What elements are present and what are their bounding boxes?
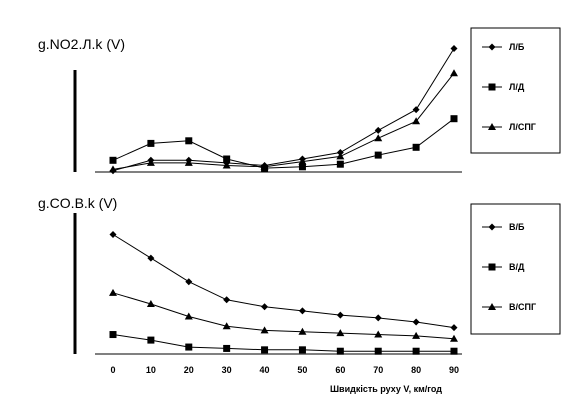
bottom-series-3-point (184, 312, 193, 320)
top-legend-label-1: Л/Б (509, 42, 525, 52)
top-series-line-3 (112, 72, 455, 170)
top-legend-label-3: Л/СПГ (509, 122, 536, 132)
bottom-series-3-point (450, 334, 458, 342)
bottom-legend-label-3: В/СПГ (509, 302, 536, 312)
x-axis-label: Швидкість руху V, км/год (330, 384, 442, 394)
top-series-1-point (450, 45, 458, 52)
top-series-2-point (147, 139, 155, 147)
bottom-series-3-point (298, 327, 307, 335)
top-series-group (109, 45, 458, 175)
bottom-series-group (109, 230, 458, 355)
x-tick-label: 30 (222, 365, 232, 375)
bottom-series-1-point (147, 254, 155, 262)
bottom-series-2-point (261, 346, 269, 354)
bottom-series-1-point (109, 230, 117, 238)
top-series-2-point (374, 151, 382, 159)
bottom-series-2-point (450, 347, 458, 355)
top-series-3-point (146, 158, 155, 166)
bottom-series-1-point (223, 296, 231, 304)
top-series-line-2 (112, 118, 455, 169)
bottom-series-1-point (450, 324, 458, 332)
top-series-3-point (260, 162, 269, 170)
x-tick-labels: 0 10 20 30 40 50 60 70 80 90 (110, 365, 459, 375)
top-series-3-point (374, 134, 383, 142)
bottom-series-3-point (412, 331, 421, 339)
bottom-series-2-point (109, 331, 117, 339)
x-tick-label: 70 (373, 365, 383, 375)
bottom-series-2-point (223, 344, 231, 352)
bottom-series-1-point (336, 311, 344, 319)
bottom-series-2-point (298, 346, 306, 354)
top-series-3-point (184, 158, 193, 166)
top-legend-marker-1 (488, 43, 496, 51)
bottom-series-2-point (374, 347, 382, 355)
top-series-1-point (374, 126, 382, 134)
bottom-series-2-point (336, 347, 344, 355)
top-series-3-point (336, 152, 345, 160)
top-legend: Л/Б Л/Д Л/СПГ (482, 42, 536, 132)
top-series-2-point (412, 143, 420, 151)
top-chart-title: g.NO2.Л.k (V) (38, 36, 125, 52)
bottom-legend-marker-3 (488, 303, 496, 310)
top-series-3-point (222, 161, 231, 169)
top-series-2-point (336, 160, 344, 168)
x-tick-label: 80 (411, 365, 421, 375)
x-tick-label: 50 (297, 365, 307, 375)
bottom-series-3-point (336, 329, 345, 337)
bottom-series-1-point (298, 307, 306, 315)
bottom-series-1-point (374, 314, 382, 322)
bottom-legend-label-1: В/Б (509, 222, 525, 232)
bottom-series-2-point (412, 347, 420, 355)
top-legend-box (470, 27, 561, 154)
top-legend-label-2: Л/Д (509, 82, 525, 92)
bottom-series-3-point (146, 299, 155, 307)
x-tick-label: 10 (146, 365, 156, 375)
top-series-2-point (109, 156, 117, 164)
top-series-2-point (223, 155, 231, 163)
bottom-series-2-point (147, 336, 155, 344)
top-series-2-point (185, 137, 193, 145)
x-tick-label: 40 (260, 365, 270, 375)
top-series-2-point (298, 163, 306, 171)
top-series-3-point (109, 165, 117, 173)
top-series-3-point (412, 117, 421, 125)
top-series-1-point (412, 106, 420, 114)
bottom-legend-box (470, 203, 561, 335)
top-series-2-point (450, 115, 458, 123)
x-tick-label: 60 (335, 365, 345, 375)
x-tick-label: 20 (184, 365, 194, 375)
bottom-series-1-point (412, 318, 420, 326)
bottom-series-line-2 (112, 334, 454, 352)
bottom-chart-title: g.CO.B.k (V) (38, 195, 117, 211)
bottom-series-2-point (185, 343, 193, 351)
x-tick-label: 90 (449, 365, 459, 375)
bottom-series-line-1 (112, 234, 455, 329)
x-tick-label: 0 (110, 365, 115, 375)
bottom-series-3-point (222, 322, 231, 330)
bottom-series-1-point (261, 303, 269, 311)
bottom-legend-marker-2 (488, 263, 496, 271)
top-series-line-1 (112, 48, 455, 172)
top-legend-marker-3 (488, 123, 496, 130)
top-series-3-point (450, 69, 458, 77)
top-legend-marker-2 (488, 83, 496, 91)
bottom-legend: В/Б В/Д В/СПГ (482, 222, 536, 312)
bottom-legend-marker-1 (488, 223, 496, 231)
top-series-3-point (298, 157, 307, 165)
bottom-series-3-point (374, 330, 383, 338)
bottom-series-line-3 (112, 292, 455, 340)
bottom-series-3-point (109, 288, 117, 296)
bottom-series-1-point (185, 278, 193, 286)
bottom-series-3-point (260, 326, 269, 334)
bottom-legend-label-2: В/Д (509, 262, 525, 272)
